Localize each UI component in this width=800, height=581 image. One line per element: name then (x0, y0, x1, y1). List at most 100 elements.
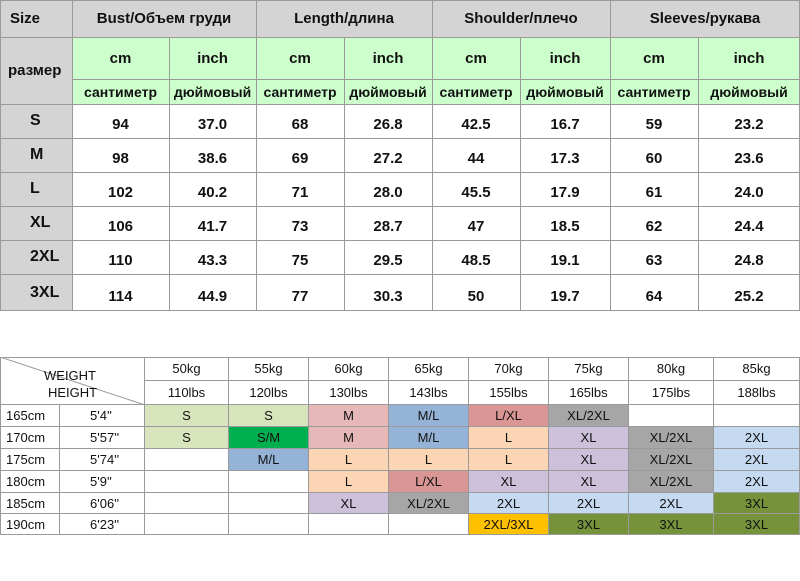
recommended-size-cell: 2XL (629, 493, 714, 514)
recommended-size-cell: S/M (229, 427, 309, 449)
measurement-cell: 19.1 (520, 241, 610, 274)
measurement-cell: 48.5 (432, 241, 520, 274)
size-header-label-ru: размер (0, 37, 72, 104)
measurement-cell: 16.7 (520, 105, 610, 138)
height-ft-label: 5'57'' (60, 427, 145, 449)
recommended-size-cell: XL/2XL (629, 427, 714, 449)
weight-lbs-header: 120lbs (229, 381, 309, 405)
unit-cm: cm (256, 37, 344, 79)
height-ft-label: 5'9'' (60, 471, 145, 493)
weight-kg-header: 50kg (145, 357, 229, 381)
measurement-cell: 28.0 (344, 173, 432, 206)
measurement-cell: 71 (256, 173, 344, 206)
measurement-cell: 61 (610, 173, 698, 206)
recommended-size-cell: M/L (389, 405, 469, 427)
recommended-size-cell (229, 471, 309, 493)
recommended-size-cell: XL (549, 471, 629, 493)
unit-cm-ru: сантиметр (256, 79, 344, 104)
height-cm-label: 185cm (0, 493, 60, 514)
measurement-cell: 24.8 (698, 241, 800, 274)
recommended-size-cell: M (309, 405, 389, 427)
unit-cm-ru: сантиметр (432, 79, 520, 104)
recommended-size-cell (145, 449, 229, 471)
recommended-size-cell: XL/2XL (389, 493, 469, 514)
size-measurement-table: Size размер Bust/Объем груди Length/длин… (0, 0, 800, 311)
weight-kg-header: 80kg (629, 357, 714, 381)
height-ft-label: 6'23'' (60, 514, 145, 535)
height-cm-label: 175cm (0, 449, 60, 471)
unit-inch-ru: дюймовый (344, 79, 432, 104)
recommended-size-cell: 2XL (714, 427, 800, 449)
height-cm-label: 165cm (0, 405, 60, 427)
weight-lbs-header: 110lbs (145, 381, 229, 405)
recommended-size-cell (145, 471, 229, 493)
unit-cm: cm (610, 37, 698, 79)
unit-inch: inch (169, 37, 256, 79)
recommended-size-cell: L (469, 449, 549, 471)
size-header-label: Size (0, 0, 72, 37)
measurement-cell: 62 (610, 207, 698, 240)
weight-kg-header: 75kg (549, 357, 629, 381)
recommended-size-cell: XL/2XL (549, 405, 629, 427)
recommended-size-cell: 2XL (469, 493, 549, 514)
weight-lbs-header: 143lbs (389, 381, 469, 405)
measurement-cell: 23.6 (698, 139, 800, 172)
measurement-cell: 38.6 (169, 139, 256, 172)
height-cm-label: 170cm (0, 427, 60, 449)
measurement-cell: 59 (610, 105, 698, 138)
recommended-size-cell: XL/2XL (629, 471, 714, 493)
measurement-cell: 114 (72, 275, 169, 311)
recommended-size-cell (714, 405, 800, 427)
recommended-size-cell: XL (549, 427, 629, 449)
recommended-size-cell: XL (309, 493, 389, 514)
recommended-size-cell: S (145, 427, 229, 449)
recommended-size-cell: 3XL (714, 493, 800, 514)
measurement-cell: 98 (72, 139, 169, 172)
recommended-size-cell (629, 405, 714, 427)
recommended-size-cell: L (309, 449, 389, 471)
recommended-size-cell: M/L (389, 427, 469, 449)
measurement-cell: 24.0 (698, 173, 800, 206)
unit-cm-ru: сантиметр (610, 79, 698, 104)
group-header-length: Length/длина (256, 0, 432, 37)
measurement-cell: 23.2 (698, 105, 800, 138)
measurement-cell: 77 (256, 275, 344, 311)
measurement-cell: 106 (72, 207, 169, 240)
recommended-size-cell: XL (469, 471, 549, 493)
recommended-size-cell: 2XL (714, 471, 800, 493)
measurement-cell: 44.9 (169, 275, 256, 311)
weight-kg-header: 70kg (469, 357, 549, 381)
measurement-cell: 73 (256, 207, 344, 240)
measurement-cell: 42.5 (432, 105, 520, 138)
measurement-cell: 44 (432, 139, 520, 172)
measurement-cell: 30.3 (344, 275, 432, 311)
height-ft-label: 5'4'' (60, 405, 145, 427)
weight-lbs-header: 175lbs (629, 381, 714, 405)
unit-inch-ru: дюймовый (169, 79, 256, 104)
group-header-bust: Bust/Объем груди (72, 0, 256, 37)
measurement-cell: 18.5 (520, 207, 610, 240)
unit-cm-ru: сантиметр (72, 79, 169, 104)
recommended-size-cell: 3XL (549, 514, 629, 535)
recommended-size-cell: L (469, 427, 549, 449)
measurement-cell: 64 (610, 275, 698, 311)
size-row-label: S (0, 104, 72, 138)
measurement-cell: 24.4 (698, 207, 800, 240)
measurement-cell: 29.5 (344, 241, 432, 274)
unit-cm: cm (72, 37, 169, 79)
recommended-size-cell: M/L (229, 449, 309, 471)
recommended-size-cell: XL/2XL (629, 449, 714, 471)
size-row-label: XL (0, 206, 72, 240)
height-ft-label: 5'74'' (60, 449, 145, 471)
recommended-size-cell (145, 493, 229, 514)
weight-lbs-header: 188lbs (714, 381, 800, 405)
weight-axis-label: WEIGHT (44, 368, 96, 383)
recommended-size-cell: 3XL (629, 514, 714, 535)
measurement-cell: 45.5 (432, 173, 520, 206)
recommended-size-cell (309, 514, 389, 535)
recommended-size-cell: L (389, 449, 469, 471)
recommended-size-cell: 2XL (714, 449, 800, 471)
recommended-size-cell: S (229, 405, 309, 427)
unit-inch-ru: дюймовый (698, 79, 800, 104)
height-axis-label: HEIGHT (48, 385, 98, 400)
